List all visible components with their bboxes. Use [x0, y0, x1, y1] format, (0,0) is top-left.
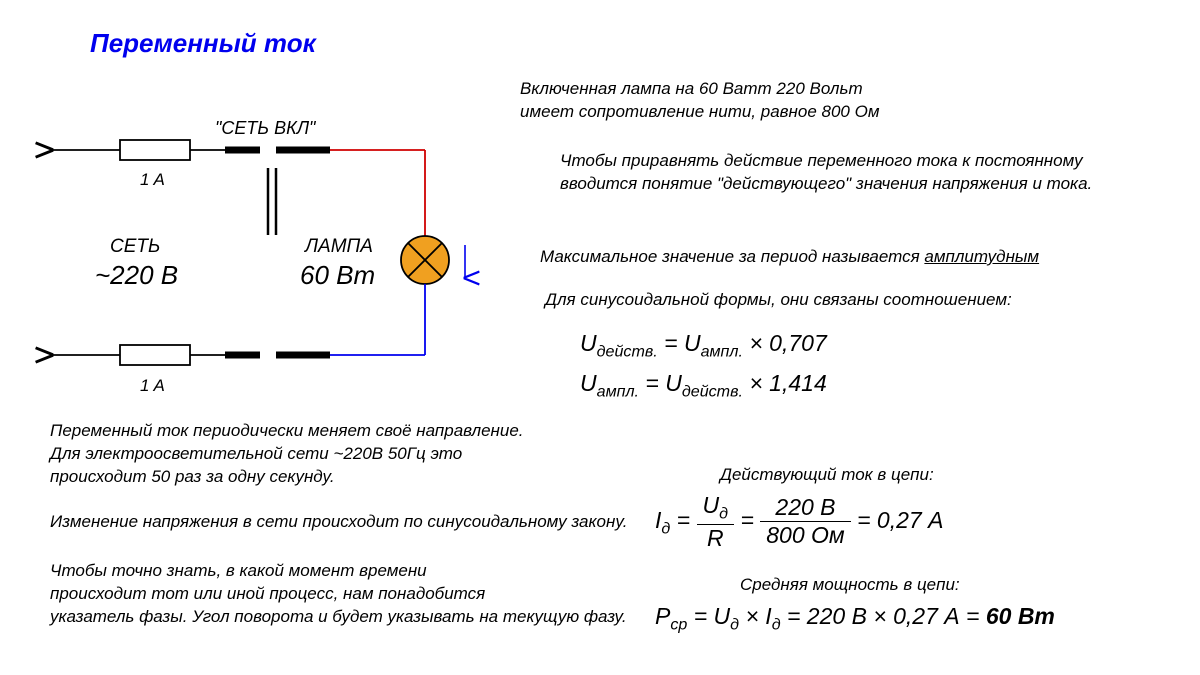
eq-current: Iд = UдR = 220 В800 Ом = 0,27 A [655, 492, 943, 552]
intro-3: Максимальное значение за период называет… [540, 247, 1039, 267]
f1n: Uд [697, 492, 735, 525]
switch-label: "СЕТЬ ВКЛ" [215, 118, 315, 139]
page-title: Переменный ток [90, 28, 316, 59]
intro-3-pre: Максимальное значение за период называет… [540, 247, 924, 266]
eq-current-header: Действующий ток в цепи: [720, 465, 934, 485]
intro-3-underline: амплитудным [924, 247, 1039, 266]
intro-2: Чтобы приравнять действие переменного то… [560, 150, 1092, 196]
f1d: R [697, 525, 735, 552]
eq-current-pre: Iд = [655, 507, 697, 533]
intro-4: Для синусоидальной формы, они связаны со… [545, 290, 1012, 310]
eq-current-post: = 0,27 A [857, 507, 943, 533]
fuse-top-label: 1 A [140, 170, 165, 190]
lamp-value: 60 Вт [300, 260, 375, 291]
left-p2: Изменение напряжения в сети происходит п… [50, 512, 627, 532]
left-p3: Чтобы точно знать, в какой момент времен… [50, 560, 627, 629]
eq-v2: Uампл. = Uдейств. × 1,414 [580, 365, 827, 405]
eq-current-mid1: = [740, 507, 760, 533]
eq-v1: Uдейств. = Uампл. × 0,707 [580, 325, 827, 365]
intro-1: Включенная лампа на 60 Ватт 220 Вольт им… [520, 78, 880, 124]
lamp-label: ЛАМПА [305, 236, 373, 258]
left-p1: Переменный ток периодически меняет своё … [50, 420, 524, 489]
eq-voltage: Uдейств. = Uампл. × 0,707 Uампл. = Uдейс… [580, 325, 827, 406]
eq-power-header: Средняя мощность в цепи: [740, 575, 960, 595]
mains-value: ~220 В [95, 260, 178, 291]
f2d: 800 Ом [760, 522, 850, 549]
f2n: 220 В [760, 494, 850, 522]
fuse-bot-label: 1 A [140, 376, 165, 396]
eq-power: Pср = Uд × Iд = 220 В × 0,27 А = 60 Вт [655, 603, 1055, 635]
mains-label: СЕТЬ [110, 236, 160, 258]
